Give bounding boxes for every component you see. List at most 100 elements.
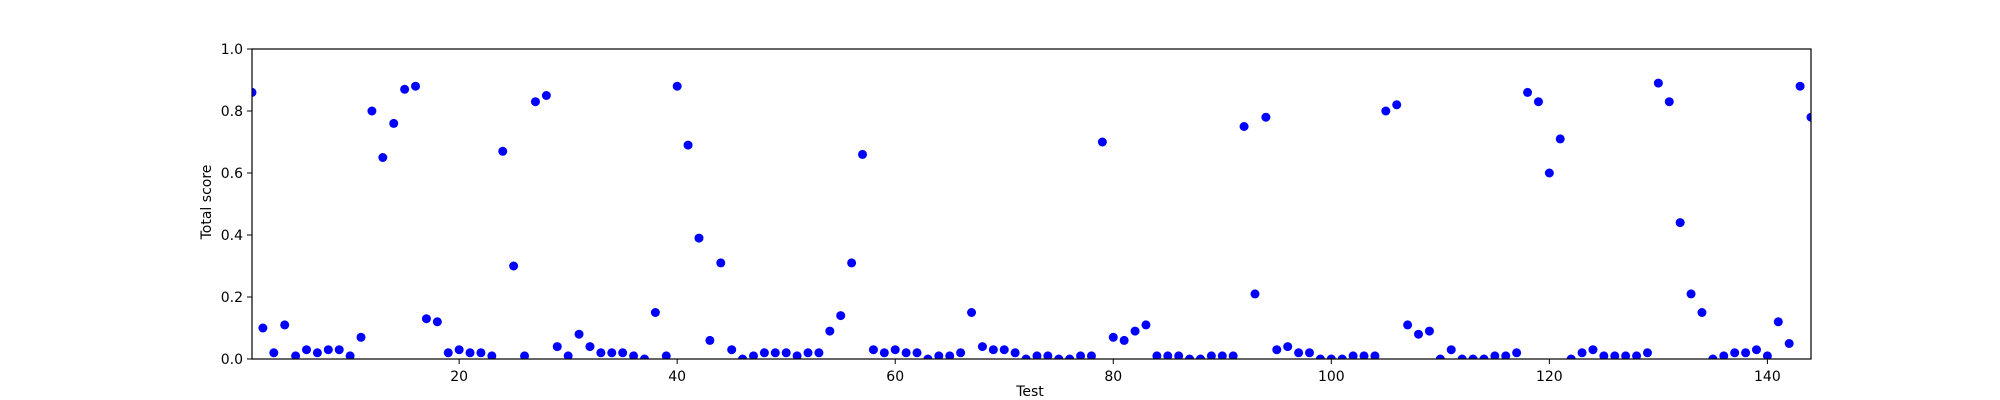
- data-point: [1130, 326, 1140, 336]
- data-point: [1435, 354, 1445, 359]
- data-point: [585, 342, 595, 352]
- data-point: [1381, 106, 1391, 116]
- x-tick-label: 40: [668, 369, 686, 385]
- data-point: [367, 106, 377, 116]
- x-tick-label: 80: [1104, 369, 1122, 385]
- data-point: [312, 348, 322, 358]
- data-point: [334, 345, 344, 355]
- data-point: [1479, 354, 1489, 359]
- data-point: [1283, 342, 1293, 352]
- data-point: [912, 348, 922, 358]
- data-point: [1294, 348, 1304, 358]
- data-point: [759, 348, 769, 358]
- data-point: [1086, 351, 1096, 359]
- data-point: [1566, 354, 1576, 359]
- data-point: [465, 348, 475, 358]
- data-point: [1424, 326, 1434, 336]
- data-point: [1359, 351, 1369, 359]
- data-point: [1544, 168, 1554, 178]
- data-point: [639, 354, 649, 359]
- data-point: [1414, 329, 1424, 339]
- data-point: [1621, 351, 1631, 359]
- data-point: [291, 351, 301, 359]
- y-tick-label: 0.4: [221, 228, 243, 244]
- data-point: [1653, 78, 1663, 88]
- data-point: [574, 329, 584, 339]
- data-point: [1206, 351, 1216, 359]
- data-point: [520, 351, 530, 359]
- data-point: [1468, 354, 1478, 359]
- data-point: [1599, 351, 1609, 359]
- y-tick-label: 1.0: [221, 42, 243, 58]
- data-point: [1773, 317, 1783, 327]
- plot-area: [252, 49, 1811, 359]
- data-point: [498, 146, 508, 156]
- data-point: [258, 323, 268, 333]
- data-point: [1239, 122, 1249, 131]
- y-tick-label: 0.8: [221, 104, 243, 120]
- data-point: [530, 97, 540, 107]
- data-point: [487, 351, 497, 359]
- data-point: [552, 342, 562, 352]
- data-point: [1533, 97, 1543, 107]
- data-point: [400, 84, 410, 94]
- data-point: [1250, 289, 1260, 299]
- data-point: [1784, 339, 1794, 348]
- x-tick-label: 20: [450, 369, 468, 385]
- data-point: [1032, 351, 1042, 359]
- data-point: [629, 351, 639, 359]
- data-point: [1228, 351, 1238, 359]
- data-point: [476, 348, 486, 358]
- data-point: [1446, 345, 1456, 355]
- y-tick-label: 0.2: [221, 290, 243, 306]
- data-point: [1021, 354, 1031, 359]
- data-point: [1512, 348, 1522, 358]
- data-point: [705, 335, 715, 345]
- data-point: [1326, 354, 1336, 359]
- x-tick-label: 100: [1318, 369, 1345, 385]
- data-point: [901, 348, 911, 358]
- data-point: [454, 345, 464, 355]
- data-point: [345, 351, 355, 359]
- data-point: [858, 149, 868, 159]
- data-point: [389, 118, 399, 128]
- data-point: [432, 317, 442, 327]
- data-point: [1152, 351, 1162, 359]
- data-point: [792, 351, 802, 359]
- data-point: [1195, 354, 1205, 359]
- data-point: [1392, 100, 1402, 110]
- data-point: [694, 233, 704, 243]
- data-point: [683, 140, 693, 150]
- data-point: [1076, 351, 1086, 359]
- data-point: [1010, 348, 1020, 358]
- x-tick-label: 60: [886, 369, 904, 385]
- data-point: [836, 311, 846, 321]
- data-point: [1708, 354, 1718, 359]
- data-point: [563, 351, 573, 359]
- data-point: [618, 348, 628, 358]
- data-point: [411, 81, 421, 91]
- y-tick-label: 0.0: [221, 352, 243, 368]
- y-tick-label: 0.6: [221, 166, 243, 182]
- data-point: [1348, 351, 1358, 359]
- data-point: [956, 348, 966, 358]
- data-point: [890, 345, 900, 355]
- data-point: [1065, 354, 1075, 359]
- data-point: [1305, 348, 1314, 358]
- data-point: [1697, 308, 1707, 317]
- data-point: [661, 351, 671, 359]
- data-point: [1610, 351, 1620, 359]
- data-point: [1806, 112, 1811, 122]
- data-point: [934, 351, 944, 359]
- data-point: [1370, 351, 1380, 359]
- data-point: [825, 326, 835, 336]
- data-point: [923, 354, 933, 359]
- data-point: [847, 258, 857, 268]
- data-point: [1403, 320, 1413, 330]
- data-point: [1577, 348, 1587, 358]
- data-point: [1163, 351, 1173, 359]
- data-point: [1141, 320, 1151, 330]
- data-point: [302, 345, 312, 355]
- data-point: [1108, 332, 1118, 342]
